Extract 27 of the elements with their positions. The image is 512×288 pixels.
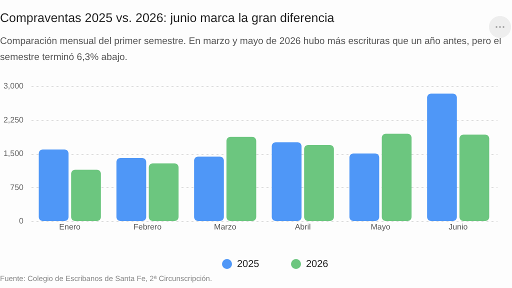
bar (272, 142, 302, 221)
legend-label: 2026 (306, 259, 329, 270)
x-tick-label: Abril (294, 222, 312, 232)
chart-title: Compraventas 2025 vs. 2026: junio marca la gran diferencia (0, 11, 334, 25)
y-tick-label: 3,000 (3, 82, 24, 90)
x-tick-label: Febrero (133, 222, 162, 232)
y-tick-label: 2,250 (3, 115, 24, 124)
bar (116, 158, 146, 221)
x-tick-label: Junio (448, 222, 468, 232)
chart-subtitle: Comparación mensual del primer semestre. En marzo y mayo de 2026 hubo más escrituras que un año antes, pero el semestre terminó 6,3% abajo. (0, 35, 502, 65)
bar (304, 144, 334, 221)
bar (226, 136, 256, 221)
legend-label: 2025 (237, 259, 260, 270)
y-tick-label: 750 (10, 182, 24, 192)
bar (349, 154, 380, 221)
x-tick-label: Enero (59, 222, 82, 232)
x-tick-label: Marzo (214, 222, 237, 232)
bar (38, 149, 69, 221)
y-tick-label: 1,500 (3, 149, 24, 158)
bar (459, 134, 490, 221)
x-tick-label: Mayo (370, 222, 391, 232)
y-tick-label: 0 (19, 216, 24, 226)
bar (148, 163, 179, 221)
bar (194, 156, 224, 221)
bar (382, 134, 412, 221)
bar (71, 170, 101, 221)
bar (427, 94, 457, 221)
